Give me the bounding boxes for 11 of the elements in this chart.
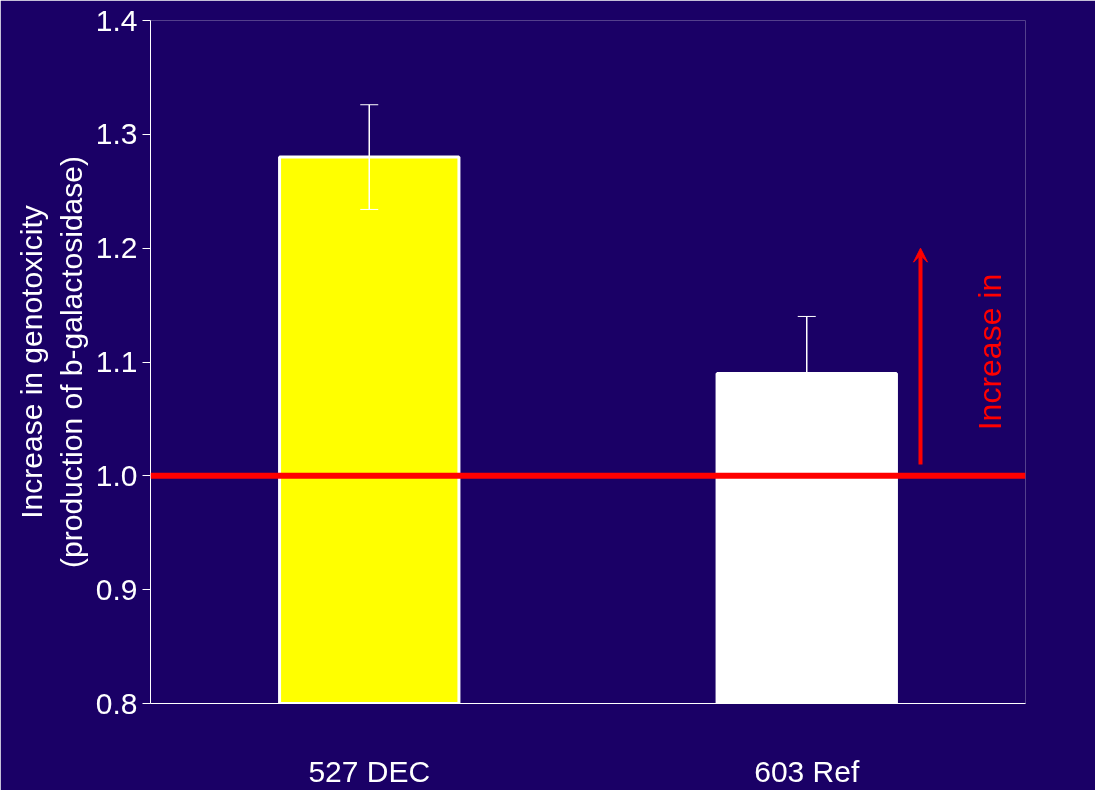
- y-tick-label: 0.8: [95, 686, 138, 720]
- y-tick-label: 1.3: [95, 117, 138, 151]
- y-tick-label: 1.2: [95, 231, 138, 265]
- x-tick-label: 603 Ref: [754, 754, 860, 788]
- y-tick-label: 0.9: [95, 572, 138, 606]
- y-tick-label: 1.1: [95, 345, 138, 378]
- y-tick-label: 1.4: [95, 3, 138, 37]
- y-tick-label: 1.0: [95, 458, 138, 492]
- ref-line-label: Increase in: [972, 273, 1008, 431]
- x-tick-label: 527 DEC: [308, 754, 431, 788]
- y-axis-title: Increase in genotoxicity (production of b-galactosidase): [15, 156, 88, 568]
